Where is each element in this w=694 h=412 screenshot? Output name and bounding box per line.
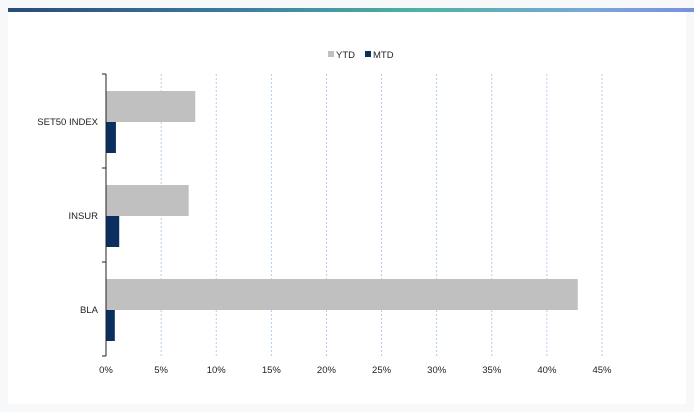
chart-bars bbox=[106, 91, 578, 341]
category-label: INSUR bbox=[68, 211, 98, 222]
legend-label-mtd: MTD bbox=[373, 50, 394, 61]
y-category-labels: SET50 INDEX INSUR BLA bbox=[37, 117, 98, 316]
accent-bar bbox=[8, 8, 694, 12]
chart-legend: YTD MTD bbox=[328, 50, 394, 61]
x-tick-label: 30% bbox=[427, 365, 447, 376]
bar-mtd-set50-index bbox=[106, 122, 116, 153]
bar-mtd-bla bbox=[106, 310, 115, 341]
x-tick-label: 10% bbox=[207, 365, 227, 376]
x-tick-labels: 0% 5% 10% 15% 20% 25% 30% 35% 40% 45% bbox=[99, 365, 612, 376]
x-tick-label: 45% bbox=[592, 365, 612, 376]
category-label: SET50 INDEX bbox=[37, 117, 98, 128]
legend-swatch-mtd bbox=[365, 51, 371, 57]
bar-ytd-bla bbox=[106, 279, 578, 310]
legend-label-ytd: YTD bbox=[336, 50, 355, 61]
x-tick-label: 20% bbox=[317, 365, 337, 376]
category-label: BLA bbox=[80, 305, 99, 316]
bar-ytd-set50-index bbox=[106, 91, 196, 122]
bar-ytd-insur bbox=[106, 185, 189, 216]
chart-axes bbox=[102, 73, 107, 357]
bar-mtd-insur bbox=[106, 216, 120, 247]
x-tick-label: 5% bbox=[154, 365, 168, 376]
x-tick-label: 35% bbox=[482, 365, 502, 376]
chart-grid bbox=[160, 74, 603, 356]
x-tick-label: 40% bbox=[537, 365, 557, 376]
x-tick-label: 25% bbox=[372, 365, 392, 376]
legend-swatch-ytd bbox=[328, 51, 334, 57]
x-tick-label: 0% bbox=[99, 365, 113, 376]
x-tick-label: 15% bbox=[262, 365, 282, 376]
